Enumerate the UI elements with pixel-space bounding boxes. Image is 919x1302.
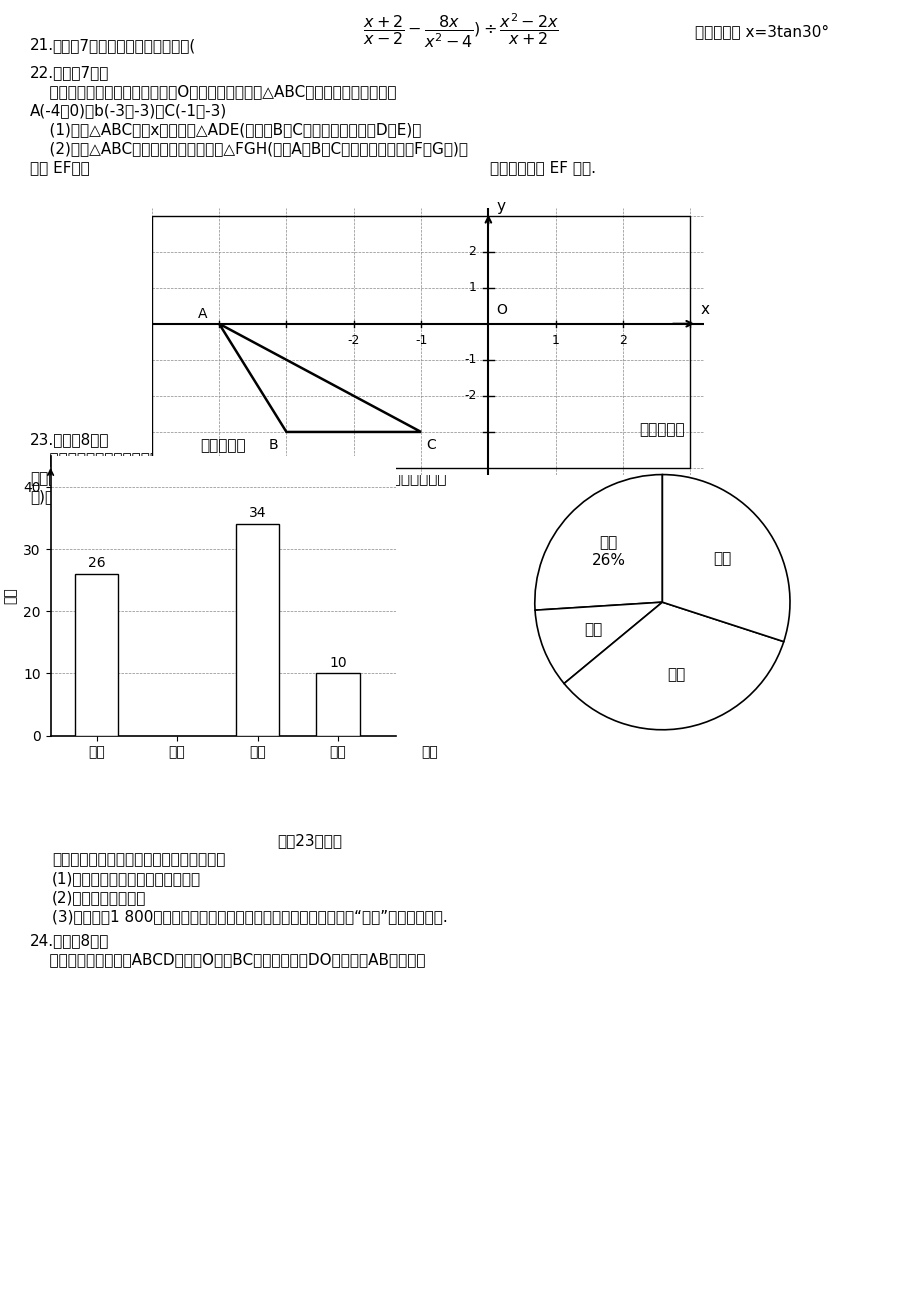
Title: 扇形统计图: 扇形统计图 xyxy=(639,422,685,437)
Text: 选项: 选项 xyxy=(421,745,437,759)
Text: 23.（本题8分）: 23.（本题8分） xyxy=(30,432,109,447)
Text: 打球: 打球 xyxy=(712,551,731,566)
Text: 连接 EF，并: 连接 EF，并 xyxy=(30,160,90,174)
Text: 其他: 其他 xyxy=(584,622,602,637)
Text: -2: -2 xyxy=(463,389,476,402)
Wedge shape xyxy=(534,475,662,611)
Text: (1)本次调查共抽取了多少名学生？: (1)本次调查共抽取了多少名学生？ xyxy=(52,871,201,885)
Text: (2)补全条形统计图；: (2)补全条形统计图； xyxy=(52,891,146,905)
Text: 已知：在平行四边形ABCD中，点O是込BC的中点，连接DO并延长交AB延长线于: 已知：在平行四边形ABCD中，点O是込BC的中点，连接DO并延长交AB延长线于 xyxy=(30,952,425,967)
Text: B: B xyxy=(268,439,278,452)
Text: 10: 10 xyxy=(329,656,346,669)
Text: 1: 1 xyxy=(551,333,559,346)
Text: 直接写出线段 EF 的长.: 直接写出线段 EF 的长. xyxy=(490,160,596,174)
Text: O: O xyxy=(496,303,506,318)
Bar xyxy=(74,574,119,736)
Text: 2: 2 xyxy=(618,333,626,346)
Text: 2: 2 xyxy=(468,245,476,258)
Text: 1: 1 xyxy=(468,281,476,294)
Text: 项)，并根据调查结果绘制了如下统计图：: 项)，并根据调查结果绘制了如下统计图： xyxy=(30,490,200,504)
Wedge shape xyxy=(662,475,789,642)
Text: 如图，在平面直角坐标系中，点O为坐标原点，已知△ABC三个顶点的坐标分别为: 如图，在平面直角坐标系中，点O为坐标原点，已知△ABC三个顶点的坐标分别为 xyxy=(30,85,396,99)
Text: A(-4，0)，b(-3，-3)，C(-1，-3): A(-4，0)，b(-3，-3)，C(-1，-3) xyxy=(30,103,227,118)
Text: (3)该校共有1 800名学生，请根据统计结果估计该校课余兴趣爱好为“打球”的学生多少名.: (3)该校共有1 800名学生，请根据统计结果估计该校课余兴趣爱好为“打球”的学… xyxy=(52,909,448,924)
Text: -1: -1 xyxy=(463,353,476,366)
Text: 34: 34 xyxy=(248,506,267,521)
Text: 26: 26 xyxy=(87,556,106,570)
Text: （本题7分）先化简，再求代数式(: （本题7分）先化简，再求代数式( xyxy=(52,38,195,53)
Text: 书法: 书法 xyxy=(666,668,685,682)
Text: $\dfrac{x+2}{x-2}-\dfrac{8x}{x^2-4}$$)\div\dfrac{x^2-2x}{x+2}$: $\dfrac{x+2}{x-2}-\dfrac{8x}{x^2-4}$$)\d… xyxy=(363,12,559,51)
Text: 21.: 21. xyxy=(30,38,54,53)
Text: （第23题图）: （第23题图） xyxy=(278,833,342,848)
Text: C: C xyxy=(426,439,436,452)
Text: 四个选项，用随机抽样的方法调查了该校部分学生的课余兴趣爱好情况(每个学生必须选一项且只能选一: 四个选项，用随机抽样的方法调查了该校部分学生的课余兴趣爱好情况(每个学生必须选一… xyxy=(30,470,446,486)
Text: 的值，其中 x=3tan30°: 的值，其中 x=3tan30° xyxy=(694,23,828,39)
Text: -1: -1 xyxy=(414,333,426,346)
Text: y: y xyxy=(496,199,505,214)
Y-axis label: 人数: 人数 xyxy=(4,587,17,604)
Title: 条形统计图: 条形统计图 xyxy=(200,439,245,453)
Text: (2)画出△ABC关于原点成中心对称的△FGH(其中A、B、C的对称点分别为点F、G，)，: (2)画出△ABC关于原点成中心对称的△FGH(其中A、B、C的对称点分别为点F… xyxy=(30,141,468,156)
Text: 阅读
26%: 阅读 26% xyxy=(591,535,625,568)
Bar xyxy=(235,525,279,736)
Text: A: A xyxy=(198,307,207,320)
Text: 24.（本题8分）: 24.（本题8分） xyxy=(30,934,109,948)
Text: (1)画出△ABC关于x轴对称的△ADE(其中点B、C的对称点分别为点D、E)；: (1)画出△ABC关于x轴对称的△ADE(其中点B、C的对称点分别为点D、E)； xyxy=(30,122,421,137)
Text: （第22题图）: （第22题图） xyxy=(427,410,492,424)
Text: 22.（本题7分）: 22.（本题7分） xyxy=(30,65,109,79)
Bar xyxy=(316,673,359,736)
Text: 为了解某校学生的课余兴趣爱好情况，某调查小组设计了“阅读”、“打球”、“书法”和“其他”: 为了解某校学生的课余兴趣爱好情况，某调查小组设计了“阅读”、“打球”、“书法”和… xyxy=(30,450,440,466)
Text: -2: -2 xyxy=(347,333,359,346)
Text: x: x xyxy=(699,302,709,318)
Text: 根据统计图所提供的信息，解答下列问题：: 根据统计图所提供的信息，解答下列问题： xyxy=(52,852,225,867)
Wedge shape xyxy=(563,602,783,729)
Wedge shape xyxy=(535,602,662,684)
